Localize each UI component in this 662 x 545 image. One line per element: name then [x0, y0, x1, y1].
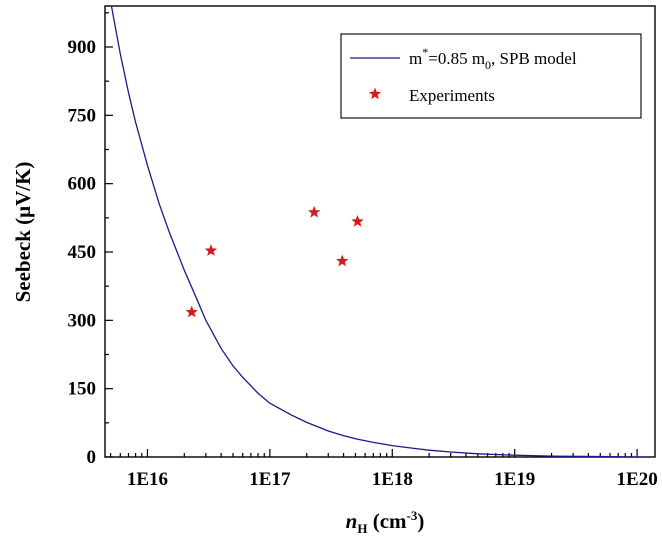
x-tick-label: 1E17: [249, 469, 291, 490]
legend-box: [340, 33, 642, 119]
x-tick-label: 1E19: [494, 469, 535, 490]
y-tick-label: 300: [68, 310, 97, 331]
y-tick-label: 450: [68, 242, 97, 263]
series-line-spb-model: [110, 6, 647, 457]
x-tick-label: 1E18: [372, 469, 413, 490]
legend-label-model: m*=0.85 m0, SPB model: [409, 45, 577, 72]
y-axis-title: Seebeck (μV/K): [11, 162, 35, 303]
x-axis-title: nH (cm-3): [346, 508, 425, 536]
x-tick-label: 1E16: [127, 469, 168, 490]
experiment-point: [307, 205, 321, 218]
y-tick-label: 600: [68, 174, 97, 195]
y-tick-label: 150: [68, 379, 97, 400]
experiment-point: [336, 254, 349, 267]
x-axis-ticks: 1E16 1E17 1E18 1E19 1E20: [110, 449, 658, 490]
x-tick-label: 1E20: [617, 469, 658, 490]
experiment-points: [185, 205, 364, 318]
experiment-point: [185, 305, 198, 318]
legend-star-marker: [368, 87, 382, 100]
experiment-point: [351, 214, 364, 227]
y-tick-label: 900: [68, 37, 97, 58]
y-tick-label: 750: [68, 105, 97, 126]
y-axis-ticks: 0 150 300 450 600 750 900: [68, 12, 113, 468]
experiment-point: [204, 244, 218, 256]
y-tick-label: 0: [87, 447, 97, 468]
legend-label-experiments: Experiments: [409, 86, 495, 105]
legend: m*=0.85 m0, SPB model Experiments: [340, 33, 642, 119]
